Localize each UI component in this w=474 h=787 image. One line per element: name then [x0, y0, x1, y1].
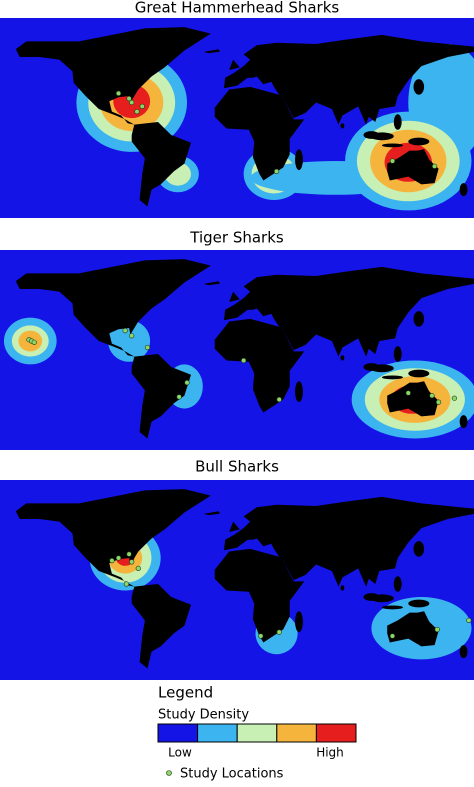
- legend-swatch: [157, 723, 199, 743]
- island: [381, 143, 404, 148]
- legend-swatch: [197, 723, 238, 743]
- legend-low: Low: [168, 746, 192, 760]
- island: [408, 599, 430, 608]
- panel-title: Tiger Sharks: [189, 229, 284, 247]
- map-panel: [0, 250, 474, 450]
- land: [15, 27, 211, 125]
- study-location: [405, 390, 411, 396]
- study-location: [435, 399, 442, 405]
- study-location: [389, 633, 396, 639]
- study-location: [115, 555, 122, 561]
- island: [295, 381, 303, 403]
- legend-swatch: [236, 723, 278, 743]
- land: [387, 381, 439, 417]
- study-location: [129, 333, 135, 339]
- island: [408, 137, 430, 146]
- land: [229, 59, 240, 70]
- density-zone: [107, 320, 151, 362]
- study-location: [129, 99, 135, 106]
- study-location: [31, 339, 37, 345]
- land: [214, 548, 305, 643]
- island: [459, 415, 468, 429]
- island: [295, 611, 303, 633]
- land: [204, 281, 220, 286]
- legend-locations: Study Locations: [180, 767, 284, 782]
- study-location: [176, 394, 182, 400]
- island: [381, 605, 404, 610]
- land: [131, 584, 191, 669]
- land: [131, 354, 191, 439]
- study-location: [434, 626, 440, 633]
- island: [381, 375, 404, 380]
- island: [459, 183, 468, 197]
- island: [413, 79, 425, 95]
- study-location: [466, 617, 472, 623]
- study-location: [144, 344, 151, 351]
- island: [340, 123, 345, 129]
- land: [15, 489, 211, 587]
- land: [131, 122, 191, 207]
- island: [363, 593, 380, 601]
- study-location: [429, 393, 435, 399]
- island: [393, 114, 402, 130]
- study-location: [389, 158, 396, 164]
- island: [340, 585, 345, 591]
- island: [295, 149, 303, 171]
- land: [15, 259, 211, 357]
- island: [413, 541, 425, 557]
- land: [387, 611, 439, 647]
- island: [340, 355, 345, 361]
- study-location: [432, 163, 438, 169]
- study-location: [241, 357, 247, 364]
- study-location: [122, 327, 128, 334]
- legend-subtitle: Study Density: [158, 708, 249, 723]
- land: [223, 266, 474, 357]
- panel-title: Great Hammerhead Sharks: [135, 0, 340, 17]
- island: [393, 576, 402, 592]
- legend-swatch: [276, 723, 317, 743]
- land: [204, 49, 220, 54]
- island: [363, 363, 380, 371]
- study-location: [276, 396, 282, 403]
- study-location: [109, 557, 115, 564]
- land: [223, 496, 474, 587]
- study-location: [115, 90, 122, 96]
- land: [204, 511, 220, 516]
- legend-high: High: [316, 746, 344, 760]
- study-location: [135, 565, 141, 571]
- island: [393, 346, 402, 362]
- study-location: [129, 559, 135, 565]
- study-location: [126, 551, 132, 557]
- land: [387, 149, 439, 185]
- land: [223, 34, 474, 125]
- study-location: [134, 108, 140, 115]
- map-panel: [0, 480, 474, 680]
- island: [413, 311, 425, 327]
- island: [459, 645, 468, 659]
- study-location: [126, 95, 132, 102]
- land: [229, 521, 240, 532]
- legend-location-dot: [166, 770, 172, 776]
- panel-title: Bull Sharks: [195, 458, 279, 476]
- study-location: [276, 629, 282, 635]
- study-location: [258, 633, 264, 639]
- legend-swatch: [315, 723, 357, 743]
- study-location: [139, 103, 145, 109]
- study-location: [451, 395, 457, 401]
- island: [408, 369, 430, 378]
- land: [214, 318, 305, 413]
- study-location: [184, 380, 190, 386]
- land: [214, 86, 305, 181]
- study-location: [273, 168, 280, 174]
- island: [363, 131, 380, 139]
- study-location: [123, 581, 130, 587]
- map-panel: [0, 18, 474, 218]
- legend-title: Legend: [158, 684, 213, 702]
- land: [229, 291, 240, 302]
